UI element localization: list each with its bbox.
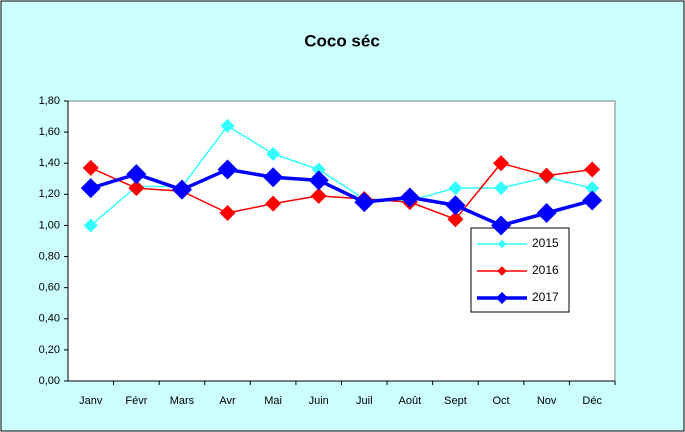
data-point bbox=[308, 170, 329, 191]
x-tick-label: Juin bbox=[309, 395, 329, 407]
data-point bbox=[447, 211, 464, 228]
x-tick-label: Janv bbox=[79, 395, 103, 407]
x-tick-label: Déc bbox=[582, 395, 602, 407]
data-point bbox=[584, 161, 601, 178]
data-point bbox=[220, 118, 235, 133]
legend-label: 2015 bbox=[532, 236, 559, 250]
y-tick-label: 1,80 bbox=[39, 95, 60, 107]
data-point bbox=[128, 180, 145, 197]
y-tick-label: 0,20 bbox=[39, 344, 60, 356]
y-tick-label: 1,40 bbox=[39, 157, 60, 169]
x-tick-label: Févr bbox=[125, 395, 147, 407]
data-point bbox=[217, 159, 238, 180]
y-tick-label: 0,40 bbox=[39, 313, 60, 325]
data-point bbox=[171, 179, 192, 200]
data-point bbox=[82, 159, 99, 176]
y-tick-label: 1,60 bbox=[39, 126, 60, 138]
data-point bbox=[266, 146, 281, 161]
legend-marker bbox=[497, 266, 507, 276]
legend-marker bbox=[496, 292, 508, 304]
legend-marker bbox=[497, 239, 507, 249]
x-tick-label: Mars bbox=[170, 395, 195, 407]
x-tick-label: Août bbox=[399, 395, 422, 407]
data-point bbox=[83, 218, 98, 233]
x-tick-label: Oct bbox=[492, 395, 509, 407]
x-tick-label: Nov bbox=[537, 395, 557, 407]
y-tick-label: 0,00 bbox=[39, 375, 60, 387]
data-point bbox=[445, 195, 466, 216]
y-tick-label: 1,00 bbox=[39, 219, 60, 231]
y-tick-label: 1,20 bbox=[39, 188, 60, 200]
data-point bbox=[219, 205, 236, 221]
data-point bbox=[311, 162, 326, 177]
x-tick-label: Avr bbox=[219, 395, 236, 407]
data-point bbox=[585, 181, 600, 196]
data-point bbox=[126, 164, 147, 185]
data-point bbox=[494, 181, 509, 196]
data-point bbox=[448, 181, 463, 196]
data-point bbox=[536, 203, 557, 223]
legend-label: 2016 bbox=[532, 263, 559, 277]
data-point bbox=[310, 187, 327, 204]
data-point bbox=[493, 155, 510, 172]
data-point bbox=[399, 187, 420, 208]
data-point bbox=[354, 192, 375, 213]
legend-label: 2017 bbox=[532, 290, 559, 304]
data-point bbox=[582, 190, 603, 211]
x-tick-label: Juil bbox=[356, 395, 373, 407]
chart-title: Coco séc bbox=[304, 31, 380, 50]
x-tick-label: Mai bbox=[264, 395, 282, 407]
data-point bbox=[263, 167, 284, 188]
y-tick-label: 0,80 bbox=[39, 250, 60, 262]
data-point bbox=[538, 167, 555, 184]
data-point bbox=[80, 178, 101, 199]
data-point bbox=[491, 215, 512, 236]
data-point bbox=[265, 195, 282, 212]
y-tick-label: 0,60 bbox=[39, 282, 60, 294]
x-tick-label: Sept bbox=[444, 395, 467, 407]
